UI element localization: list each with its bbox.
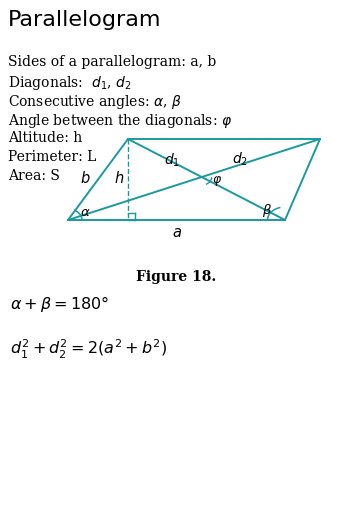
Text: $b$: $b$: [80, 169, 90, 185]
Text: Parallelogram: Parallelogram: [8, 10, 162, 30]
Text: Figure 18.: Figure 18.: [136, 270, 216, 284]
Text: $\varphi$: $\varphi$: [212, 174, 222, 188]
Text: $d_2$: $d_2$: [232, 150, 248, 168]
Text: Perimeter: L: Perimeter: L: [8, 150, 96, 164]
Text: $\alpha$: $\alpha$: [80, 206, 90, 218]
Text: Angle between the diagonals: $\varphi$: Angle between the diagonals: $\varphi$: [8, 112, 232, 130]
Text: Diagonals:  $d_1$, $d_2$: Diagonals: $d_1$, $d_2$: [8, 74, 132, 92]
Text: Area: S: Area: S: [8, 169, 60, 183]
Text: $\alpha + \beta = 180°$: $\alpha + \beta = 180°$: [10, 294, 109, 314]
Text: Sides of a parallelogram: a, b: Sides of a parallelogram: a, b: [8, 55, 216, 69]
Text: $h$: $h$: [114, 169, 124, 185]
Text: $a$: $a$: [171, 226, 182, 240]
Text: $\beta$: $\beta$: [262, 202, 272, 218]
Text: $d_1^2 + d_2^2 = 2(a^2 + b^2)$: $d_1^2 + d_2^2 = 2(a^2 + b^2)$: [10, 337, 167, 360]
Text: Consecutive angles: $\alpha$, $\beta$: Consecutive angles: $\alpha$, $\beta$: [8, 93, 182, 111]
Text: Altitude: h: Altitude: h: [8, 131, 82, 145]
Text: $d_1$: $d_1$: [164, 151, 180, 168]
